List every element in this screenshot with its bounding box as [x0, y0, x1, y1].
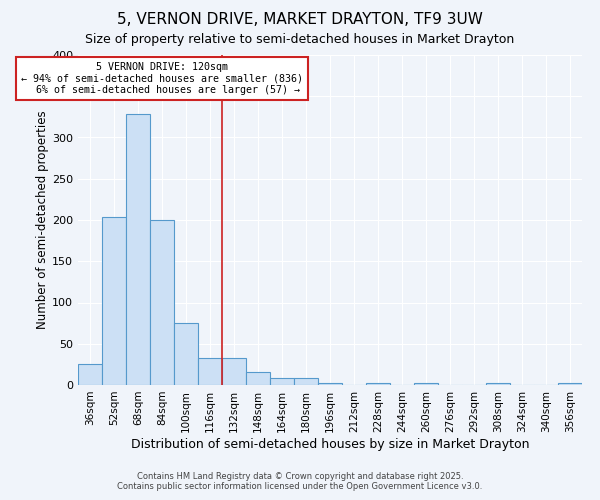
Bar [198, 358, 222, 385]
Text: 5, VERNON DRIVE, MARKET DRAYTON, TF9 3UW: 5, VERNON DRIVE, MARKET DRAYTON, TF9 3UW [117, 12, 483, 28]
Bar [318, 384, 342, 385]
Bar [78, 364, 102, 385]
Bar [150, 220, 174, 385]
Bar [126, 114, 150, 385]
Bar [486, 384, 510, 385]
Bar [174, 323, 198, 385]
Y-axis label: Number of semi-detached properties: Number of semi-detached properties [36, 110, 49, 330]
X-axis label: Distribution of semi-detached houses by size in Market Drayton: Distribution of semi-detached houses by … [131, 438, 529, 450]
Text: Size of property relative to semi-detached houses in Market Drayton: Size of property relative to semi-detach… [85, 32, 515, 46]
Bar [102, 216, 126, 385]
Bar [270, 378, 294, 385]
Bar [294, 378, 318, 385]
Text: 5 VERNON DRIVE: 120sqm  
← 94% of semi-detached houses are smaller (836)
  6% of: 5 VERNON DRIVE: 120sqm ← 94% of semi-det… [21, 62, 303, 95]
Bar [222, 358, 246, 385]
Text: Contains HM Land Registry data © Crown copyright and database right 2025.
Contai: Contains HM Land Registry data © Crown c… [118, 472, 482, 491]
Bar [366, 384, 390, 385]
Bar [558, 384, 582, 385]
Bar [414, 384, 438, 385]
Bar [246, 372, 270, 385]
